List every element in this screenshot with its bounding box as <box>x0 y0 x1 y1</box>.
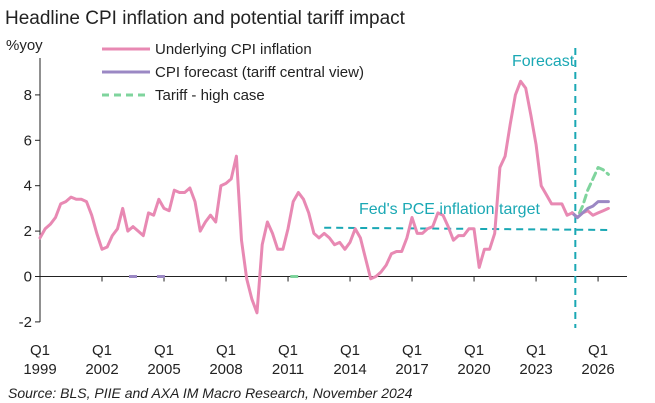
x-tick-quarter: Q1 <box>402 342 422 359</box>
y-tick-label: 0 <box>24 269 32 286</box>
legend-label-cpi-forecast: CPI forecast (tariff central view) <box>155 64 364 81</box>
x-tick-quarter: Q1 <box>216 342 236 359</box>
chart-title: Headline CPI inflation and potential tar… <box>5 8 406 29</box>
x-tick-quarter: Q1 <box>278 342 298 359</box>
x-tick-quarter: Q1 <box>154 342 174 359</box>
x-tick-quarter: Q1 <box>30 342 50 359</box>
y-tick-label: 2 <box>24 223 32 240</box>
x-tick-year: 2008 <box>209 361 242 378</box>
x-tick-quarter: Q1 <box>340 342 360 359</box>
legend-label-underlying-cpi: Underlying CPI inflation <box>155 41 312 58</box>
x-tick-year: 2002 <box>85 361 118 378</box>
x-tick-year: 1999 <box>23 361 56 378</box>
x-tick-quarter: Q1 <box>464 342 484 359</box>
fed-target-line <box>324 226 609 231</box>
cpi-forecast-line <box>570 200 610 219</box>
y-axis-unit: %yoy <box>6 37 43 54</box>
reference-lines <box>324 48 609 328</box>
x-tick-year: 2011 <box>272 361 304 378</box>
forecast-label: Forecast <box>512 53 575 70</box>
source-note: Source: BLS, PIIE and AXA IM Macro Resea… <box>8 385 413 401</box>
x-tick-year: 2017 <box>395 361 428 378</box>
underlying-cpi-line <box>38 79 574 315</box>
x-tick-year: 2026 <box>581 361 614 378</box>
x-tick-year: 2005 <box>147 361 180 378</box>
y-tick-label: -2 <box>19 314 32 331</box>
x-tick-year: 2014 <box>333 361 366 378</box>
y-tick-label: 6 <box>24 132 32 149</box>
fed-target-label: Fed's PCE inflation target <box>359 201 540 218</box>
y-tick-label: 4 <box>24 178 32 195</box>
y-tick-label: 8 <box>24 87 32 104</box>
x-tick-year: 2020 <box>457 361 490 378</box>
x-tick-year: 2023 <box>519 361 552 378</box>
x-tick-quarter: Q1 <box>588 342 608 359</box>
x-tick-quarter: Q1 <box>526 342 546 359</box>
legend-label-tariff-high-case: Tariff - high case <box>155 87 265 104</box>
y-axis: -2 0 2 4 6 8 <box>19 58 41 331</box>
tariff-high-case-line <box>570 166 610 219</box>
series-layer <box>38 79 610 315</box>
x-tick-quarter: Q1 <box>92 342 112 359</box>
legend: Underlying CPI inflation CPI forecast (t… <box>102 41 364 104</box>
x-axis: Q1 1999 Q1 2002 Q1 2005 Q1 2008 Q1 2011 Q1 2014 Q1 20… <box>23 276 627 378</box>
